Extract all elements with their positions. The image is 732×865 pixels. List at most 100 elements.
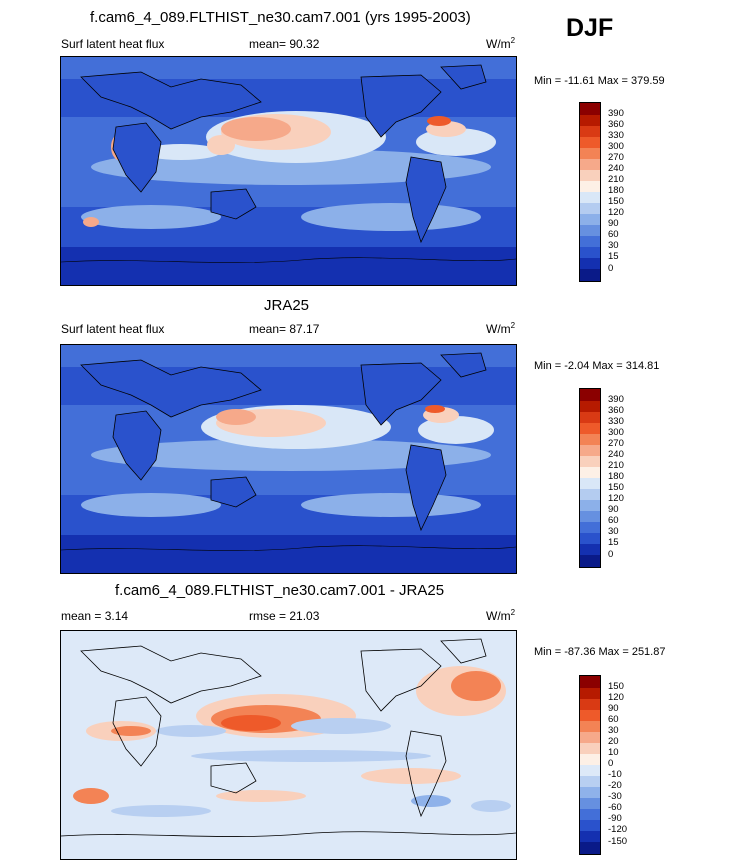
- panel-1-map: [60, 56, 517, 286]
- panel-3-colorbar-swatch: [580, 743, 600, 754]
- panel-3-map-field: [61, 631, 516, 859]
- panel-1-colorbar-swatch: [580, 214, 600, 225]
- panel-3-colorbar-swatch: [580, 721, 600, 732]
- panel-2-colorbar-swatch: [580, 389, 600, 401]
- panel-3-colorbar-label: 60: [608, 714, 619, 725]
- panel-1-colorbar-label: 120: [608, 207, 624, 218]
- panel-3-colorbar-label: 90: [608, 703, 619, 714]
- panel-1-colorbar-swatch: [580, 192, 600, 203]
- panel-3-colorbar-label: 10: [608, 747, 619, 758]
- panel-2-mean-label: mean= 87.17: [249, 322, 320, 336]
- panel-1-colorbar-label: 150: [608, 196, 624, 207]
- panel-1-colorbar-swatch: [580, 159, 600, 170]
- panel-2-colorbar-swatch: [580, 412, 600, 423]
- panel-3-colorbar-label: 20: [608, 736, 619, 747]
- panel-2-map-field: [61, 345, 516, 573]
- panel-2-colorbar-swatch: [580, 511, 600, 522]
- panel-2-colorbar-label: 360: [608, 405, 624, 416]
- panel-2-minmax: Min = -2.04 Max = 314.81: [534, 360, 660, 372]
- panel-1-title: f.cam6_4_089.FLTHIST_ne30.cam7.001 (yrs …: [90, 9, 471, 26]
- panel-1-colorbar-swatch: [580, 269, 600, 281]
- panel-2-title: JRA25: [264, 297, 310, 314]
- panel-3-colorbar-label: -30: [608, 791, 622, 802]
- panel-3-colorbar-swatch: [580, 809, 600, 820]
- panel-1-colorbar-swatch: [580, 170, 600, 181]
- panel-1-colorbar: [579, 102, 601, 282]
- panel-3-colorbar-label: 150: [608, 681, 624, 692]
- panel-3-colorbar-swatch: [580, 842, 600, 854]
- panel-2-colorbar-swatch: [580, 401, 600, 412]
- panel-1-colorbar-label: 270: [608, 152, 624, 163]
- panel-1-colorbar-swatch: [580, 236, 600, 247]
- panel-1-colorbar-swatch: [580, 258, 600, 269]
- panel-1-colorbar-label: 0: [608, 263, 614, 274]
- panel-1-colorbar-label: 90: [608, 218, 619, 229]
- panel-1-mean-label: mean= 90.32: [249, 37, 320, 51]
- panel-3-title: f.cam6_4_089.FLTHIST_ne30.cam7.001 - JRA…: [115, 582, 445, 599]
- panel-1-map-field: [61, 57, 516, 285]
- season-label: DJF: [566, 14, 614, 42]
- panel-3-colorbar: [579, 675, 601, 855]
- panel-1-colorbar-swatch: [580, 203, 600, 214]
- panel-3-minmax: Min = -87.36 Max = 251.87: [534, 646, 666, 658]
- panel-1-colorbar-label: 210: [608, 174, 624, 185]
- panel-1-colorbar-label: 360: [608, 119, 624, 130]
- panel-3-rmse-label: rmse = 21.03: [249, 609, 320, 623]
- panel-3-map: [60, 630, 517, 860]
- panel-3-colorbar-swatch: [580, 820, 600, 831]
- panel-1-colorbar-swatch: [580, 148, 600, 159]
- panel-2-colorbar-swatch: [580, 533, 600, 544]
- panel-3-colorbar-label: 120: [608, 692, 624, 703]
- panel-3-colorbar-swatch: [580, 831, 600, 842]
- panel-1-colorbar-label: 330: [608, 130, 624, 141]
- panel-3-colorbar-swatch: [580, 676, 600, 688]
- panel-3-colorbar-swatch: [580, 765, 600, 776]
- panel-1-colorbar-label: 300: [608, 141, 624, 152]
- panel-1-colorbar-swatch: [580, 247, 600, 258]
- panel-2-colorbar-label: 240: [608, 449, 624, 460]
- panel-2-units: W/m2: [486, 321, 516, 336]
- panel-1-units: W/m2: [486, 36, 516, 51]
- panel-2-colorbar-label: 390: [608, 394, 624, 405]
- panel-2-map: [60, 344, 517, 574]
- panel-3-colorbar-swatch: [580, 787, 600, 798]
- panel-2-colorbar-swatch: [580, 456, 600, 467]
- panel-2-colorbar-swatch: [580, 467, 600, 478]
- panel-3-colorbar-label: -120: [608, 824, 628, 835]
- panel-1-colorbar-label: 390: [608, 108, 624, 119]
- panel-2-colorbar-label: 0: [608, 549, 614, 560]
- panel-2-colorbar-swatch: [580, 445, 600, 456]
- panel-3-colorbar-label: -90: [608, 813, 622, 824]
- panel-2-colorbar-swatch: [580, 544, 600, 555]
- panel-3-colorbar-label: -60: [608, 802, 622, 813]
- panel-3-mean-label: mean = 3.14: [61, 609, 129, 623]
- panel-1-colorbar-label: 30: [608, 240, 619, 251]
- panel-1-colorbar-swatch: [580, 126, 600, 137]
- panel-3-colorbar-label: -10: [608, 769, 622, 780]
- panel-2-colorbar-swatch: [580, 500, 600, 511]
- panel-3-colorbar-label: 30: [608, 725, 619, 736]
- panel-3-colorbar-swatch: [580, 776, 600, 787]
- panel-1-colorbar-swatch: [580, 181, 600, 192]
- panel-1-colorbar-label: 60: [608, 229, 619, 240]
- panel-2-colorbar-label: 300: [608, 427, 624, 438]
- panel-1-minmax: Min = -11.61 Max = 379.59: [534, 75, 665, 87]
- panel-3-colorbar-swatch: [580, 732, 600, 743]
- panel-1-variable-label: Surf latent heat flux: [61, 37, 165, 51]
- panel-1-colorbar-label: 240: [608, 163, 624, 174]
- panel-1-colorbar-swatch: [580, 115, 600, 126]
- panel-2-colorbar-label: 210: [608, 460, 624, 471]
- panel-2-colorbar-swatch: [580, 478, 600, 489]
- panel-2-variable-label: Surf latent heat flux: [61, 322, 165, 336]
- panel-3-colorbar-swatch: [580, 688, 600, 699]
- panel-1-colorbar-swatch: [580, 225, 600, 236]
- panel-3-colorbar-label: -150: [608, 836, 628, 847]
- panel-1-colorbar-label: 15: [608, 251, 619, 262]
- panel-2-colorbar-label: 30: [608, 526, 619, 537]
- panel-2-colorbar: [579, 388, 601, 568]
- panel-3-colorbar-swatch: [580, 754, 600, 765]
- panel-2-colorbar-label: 180: [608, 471, 624, 482]
- panel-2-colorbar-swatch: [580, 522, 600, 533]
- panel-3-colorbar-swatch: [580, 798, 600, 809]
- panel-2-colorbar-label: 330: [608, 416, 624, 427]
